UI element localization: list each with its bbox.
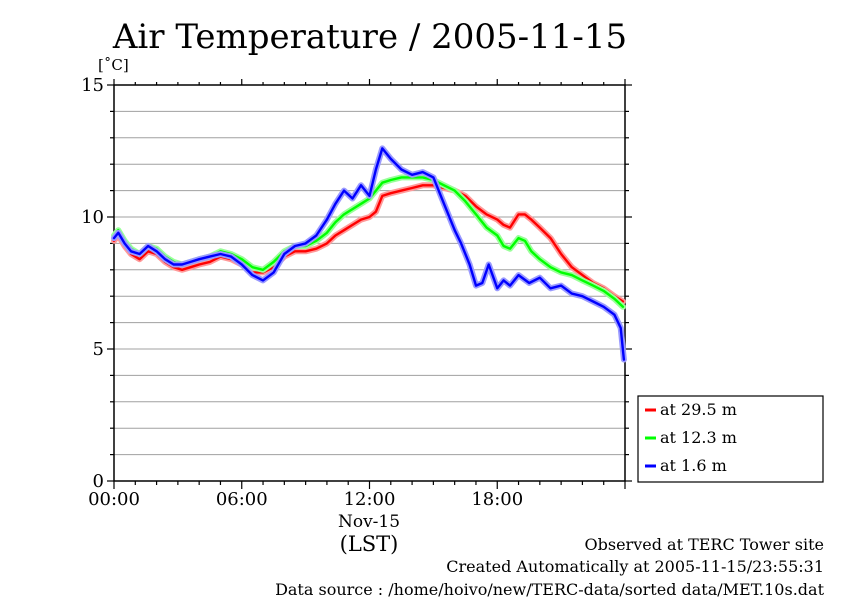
x-tick-label: 18:00 [471, 489, 523, 510]
legend-label: at 29.5 m [660, 400, 737, 419]
legend: at 29.5 m at 12.3 m at 1.6 m [637, 395, 824, 483]
x-tick-label: 12:00 [344, 489, 396, 510]
y-axis: 0 5 10 15 [81, 75, 632, 492]
x-axis-date-label: Nov-15 [338, 512, 400, 532]
footer-data-source: Data source : /home/hoivo/new/TERC-data/… [275, 580, 824, 599]
legend-label: at 12.3 m [660, 428, 737, 447]
legend-label: at 1.6 m [660, 456, 727, 475]
grid-lines [114, 110, 625, 456]
chart-title: Air Temperature / 2005-11-15 [112, 17, 627, 57]
x-tick-label: 06:00 [216, 489, 268, 510]
x-axis-title: (LST) [340, 532, 399, 556]
y-axis-unit: [˚C] [98, 56, 129, 74]
x-tick-label: 00:00 [88, 489, 140, 510]
series-line-3 [112, 147, 626, 361]
footer-site-note: Observed at TERC Tower site [584, 535, 825, 554]
y-tick-label: 15 [81, 75, 104, 96]
series-lines [111, 145, 627, 363]
series-line-1 [112, 184, 625, 303]
y-tick-label: 10 [81, 207, 104, 228]
legend-box [637, 395, 824, 483]
series-line-halo [111, 145, 627, 363]
x-axis: 00:00 06:00 12:00 18:00 [88, 79, 626, 510]
y-tick-label: 0 [93, 471, 104, 492]
y-tick-label: 5 [93, 339, 104, 360]
footer-created-note: Created Automatically at 2005-11-15/23:5… [446, 557, 824, 576]
